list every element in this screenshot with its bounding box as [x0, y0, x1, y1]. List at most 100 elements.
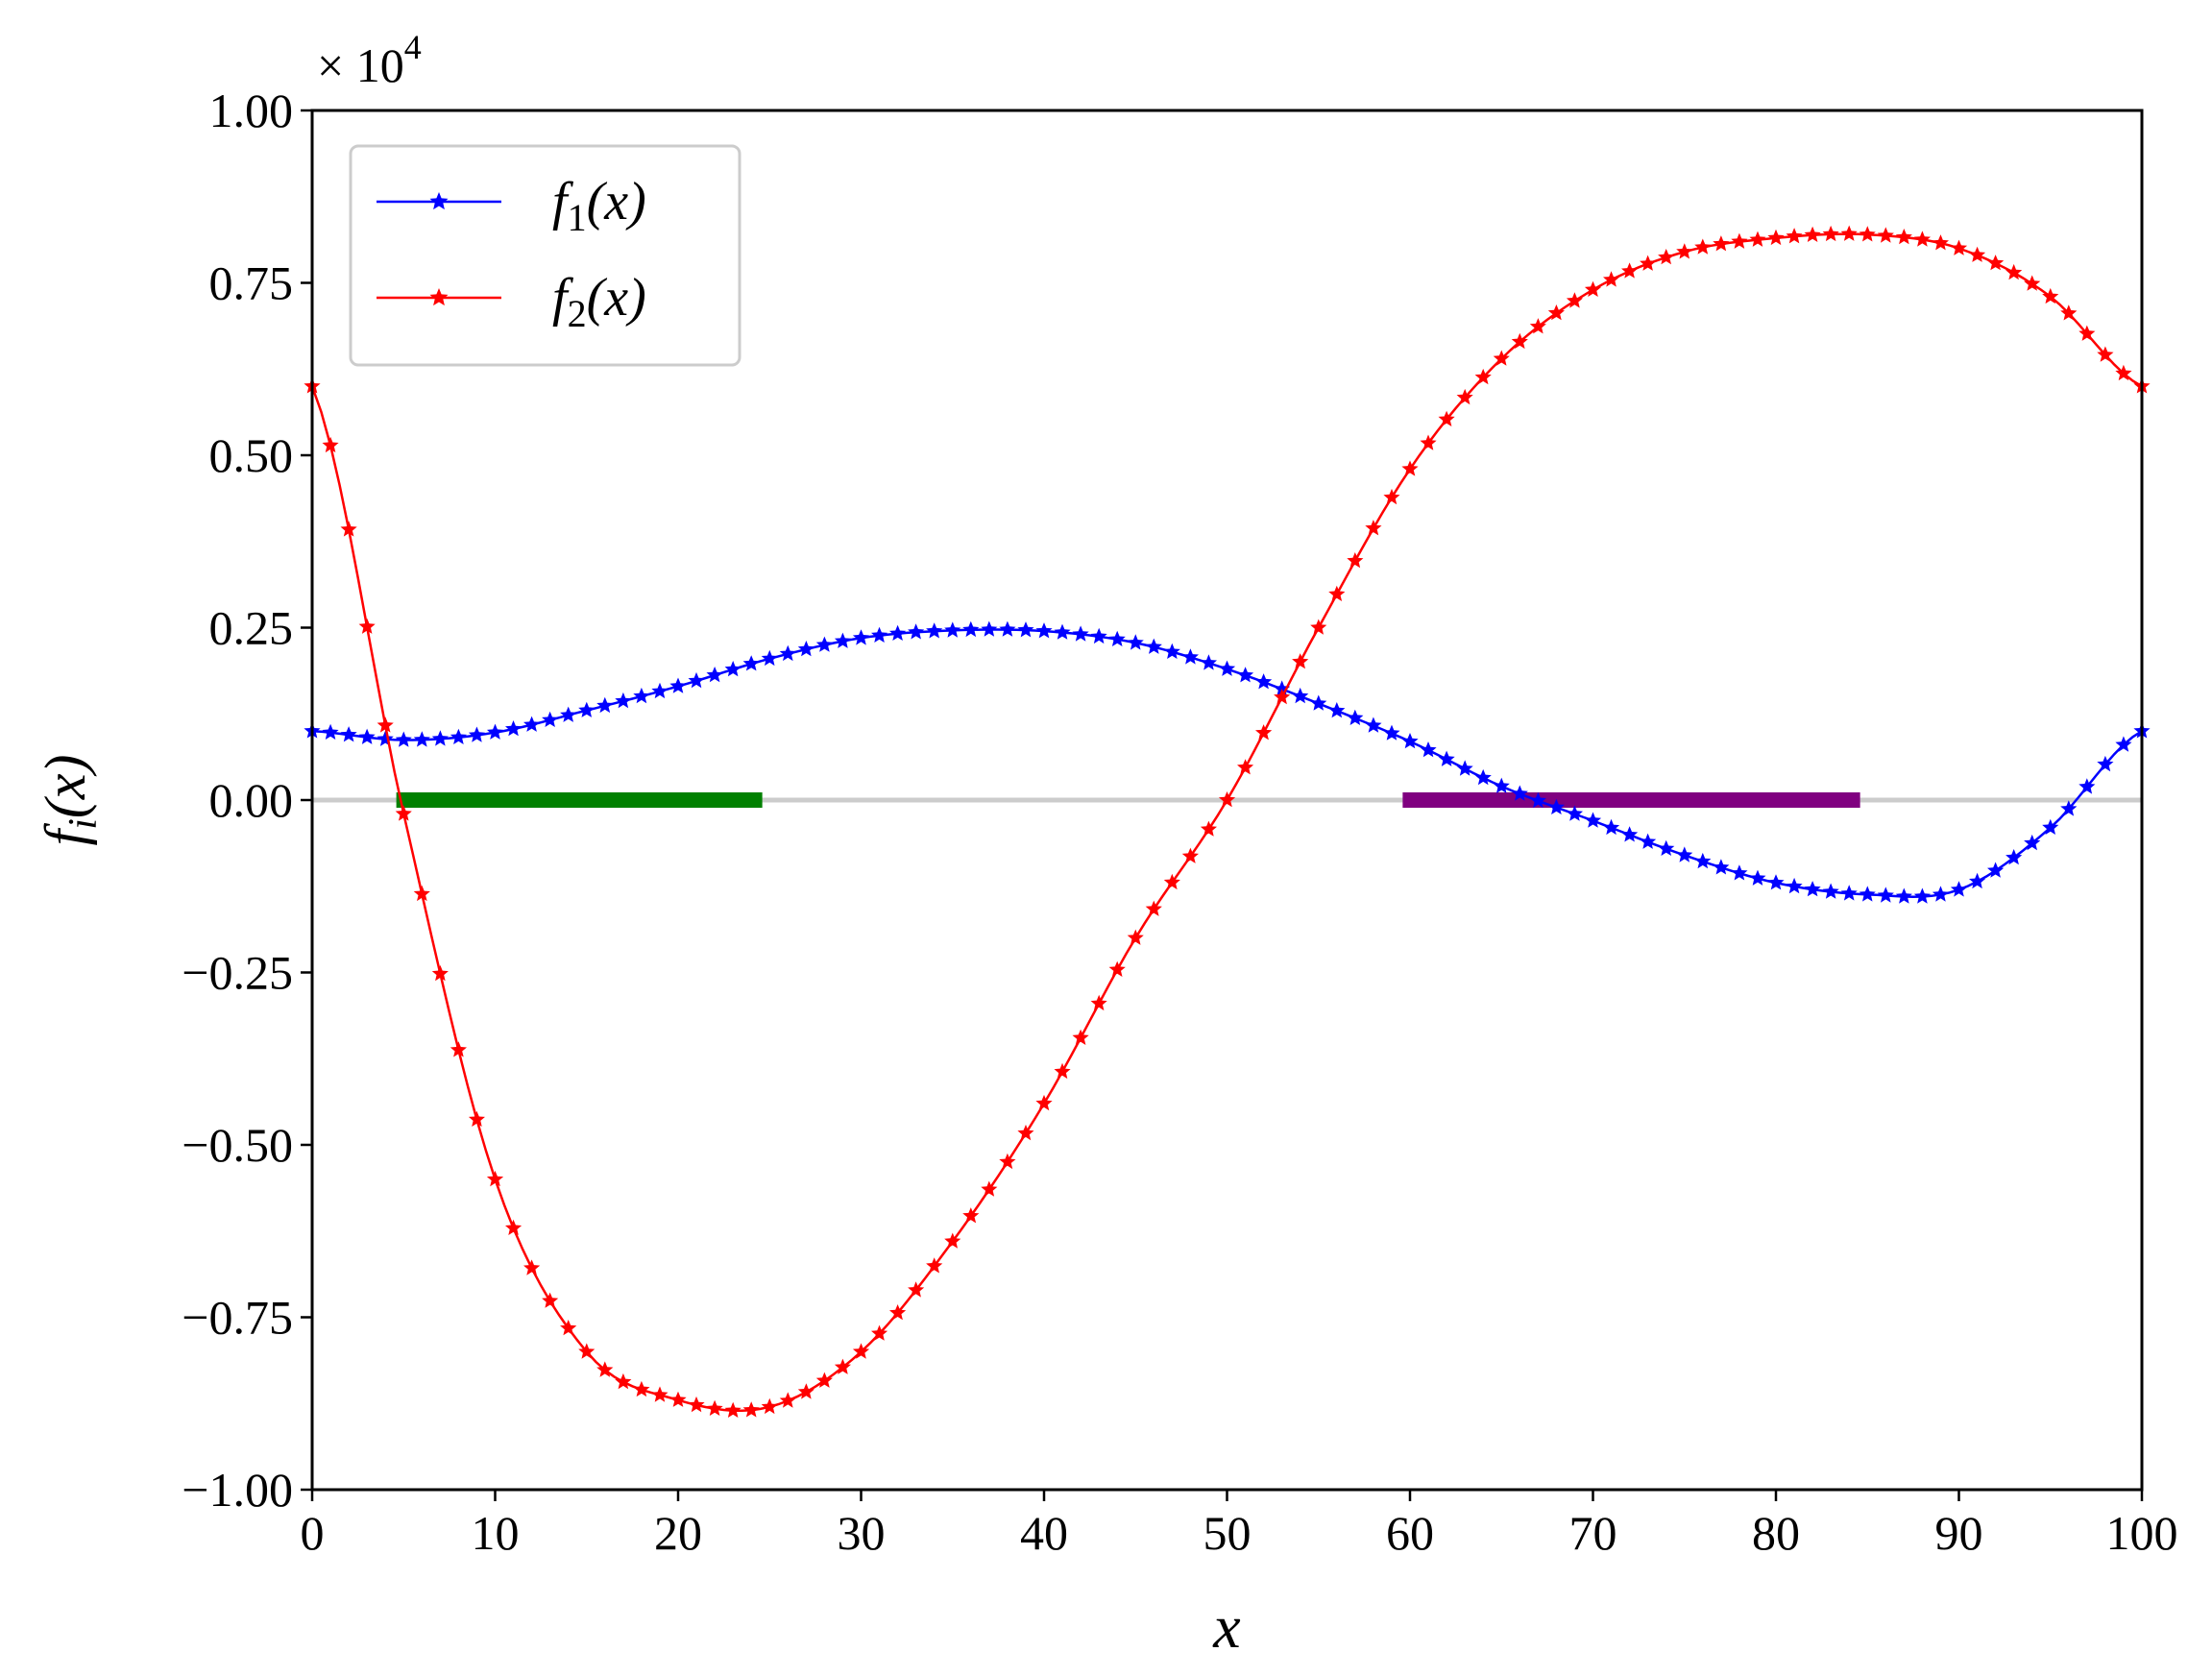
- series-2-marker: [1603, 271, 1620, 287]
- series-1-marker: [1621, 826, 1639, 842]
- y-scale-multiplier: × 104: [317, 28, 422, 92]
- series-2-marker: [1347, 552, 1364, 569]
- series-1-marker: [377, 730, 394, 746]
- series-2-marker: [505, 1219, 523, 1235]
- series-1-marker: [2005, 849, 2023, 865]
- series-1-marker: [944, 621, 961, 638]
- series-1-marker: [742, 655, 760, 671]
- series-1-marker: [1749, 869, 1766, 886]
- series-1-marker: [1676, 846, 1693, 862]
- series-1-marker: [358, 728, 376, 744]
- series-1-marker: [413, 731, 430, 747]
- series-1-marker: [2097, 755, 2114, 772]
- series-1-marker: [1347, 709, 1364, 725]
- series-2-marker: [560, 1320, 577, 1336]
- y-tick-label: 0.50: [209, 428, 294, 482]
- series-2-marker: [852, 1343, 870, 1359]
- series-1-marker: [1877, 887, 1894, 903]
- series-1-marker: [1054, 623, 1071, 640]
- series-2-marker: [1072, 1029, 1089, 1045]
- series-2-marker: [1804, 226, 1821, 242]
- series-1-marker: [1145, 638, 1162, 654]
- series-2-marker: [889, 1304, 907, 1321]
- series-2-marker: [1987, 255, 2005, 271]
- series-2-marker: [1310, 619, 1327, 635]
- series-2-marker: [926, 1257, 943, 1274]
- x-tick-label: 90: [1935, 1506, 1983, 1560]
- series-1-marker: [505, 720, 523, 737]
- x-tick-label: 70: [1569, 1506, 1617, 1560]
- tick-layer: 0 10 20 30 40 50 60 70 80 90 100 1.00 0.75 0.50 0.25 0.…: [182, 84, 2177, 1560]
- y-tick-label: 1.00: [209, 84, 294, 137]
- series-1-marker: [1200, 654, 1217, 670]
- series-2-marker: [1145, 900, 1162, 916]
- series-2-marker: [1786, 228, 1803, 244]
- series-1-marker: [669, 677, 687, 693]
- series-2-marker: [1035, 1094, 1053, 1111]
- series-2-marker: [1054, 1062, 1071, 1080]
- x-tick-label: 30: [838, 1506, 886, 1560]
- series-1-marker: [1493, 777, 1510, 793]
- series-1-marker: [1584, 812, 1602, 828]
- series-2-marker: [779, 1392, 796, 1408]
- series-1-marker: [2024, 834, 2041, 851]
- series-1-marker: [1895, 887, 1912, 904]
- y-tick-label: −0.50: [182, 1118, 293, 1172]
- series-1-marker: [1383, 724, 1400, 741]
- series-2-marker: [1877, 227, 1894, 243]
- y-tick-label: −1.00: [182, 1463, 293, 1517]
- series-2-marker: [1913, 231, 1931, 247]
- series-1-marker: [1767, 874, 1785, 890]
- series-1-marker: [1713, 859, 1730, 875]
- series-1-marker: [1987, 862, 2005, 878]
- series-1-marker: [1127, 634, 1144, 650]
- series-2-marker: [2115, 364, 2132, 381]
- series-1: [304, 620, 2151, 904]
- x-tick-label: 60: [1386, 1506, 1434, 1560]
- x-axis-label: x: [1212, 1592, 1240, 1661]
- legend-marker-2: [429, 288, 449, 306]
- series-1-marker: [1237, 667, 1254, 683]
- series-1-marker: [1255, 673, 1273, 690]
- series-1-marker: [1274, 680, 1291, 696]
- series-1-marker: [1786, 877, 1803, 894]
- series-2-marker: [651, 1386, 668, 1402]
- series-2-marker: [2042, 287, 2059, 304]
- series-1-marker: [2078, 778, 2096, 794]
- series-1-marker: [797, 641, 814, 657]
- x-tick-label: 80: [1752, 1506, 1800, 1560]
- series-1-marker: [1603, 818, 1620, 836]
- series-line-2: [310, 232, 2143, 1413]
- series-layer: [304, 225, 2151, 1418]
- y-tick-label: 0.75: [209, 256, 294, 310]
- y-tick-label: −0.75: [182, 1291, 293, 1345]
- series-2-marker: [2097, 346, 2114, 362]
- series-1-marker: [1474, 768, 1492, 786]
- series-1-marker: [1090, 627, 1107, 644]
- series-2-marker: [1328, 585, 1346, 601]
- series-2-marker: [1237, 759, 1254, 775]
- series-1-marker: [981, 620, 998, 637]
- series-2-marker: [450, 1041, 467, 1057]
- series-1-marker: [1456, 760, 1473, 776]
- series-2-marker: [1547, 304, 1565, 321]
- series-1-marker: [1218, 660, 1236, 676]
- series-1-marker: [1950, 881, 1968, 897]
- legend-marker-1: [429, 192, 449, 210]
- series-1-marker: [1969, 872, 1986, 889]
- series-1-marker: [1163, 643, 1180, 659]
- series-1-marker: [1804, 881, 1821, 897]
- series-1-marker: [596, 696, 614, 714]
- series-1-marker: [1401, 733, 1419, 749]
- series-2-marker: [1493, 350, 1510, 366]
- series-2-marker: [1438, 410, 1455, 426]
- series-2-marker: [596, 1361, 614, 1377]
- legend-label-1: f1(x): [552, 172, 646, 239]
- series-2-marker: [999, 1153, 1016, 1170]
- series-2-marker: [1511, 332, 1528, 350]
- series-1-marker: [1328, 702, 1346, 718]
- series-2: [304, 225, 2151, 1418]
- series-1-marker: [486, 723, 504, 740]
- series-1-marker: [999, 620, 1016, 637]
